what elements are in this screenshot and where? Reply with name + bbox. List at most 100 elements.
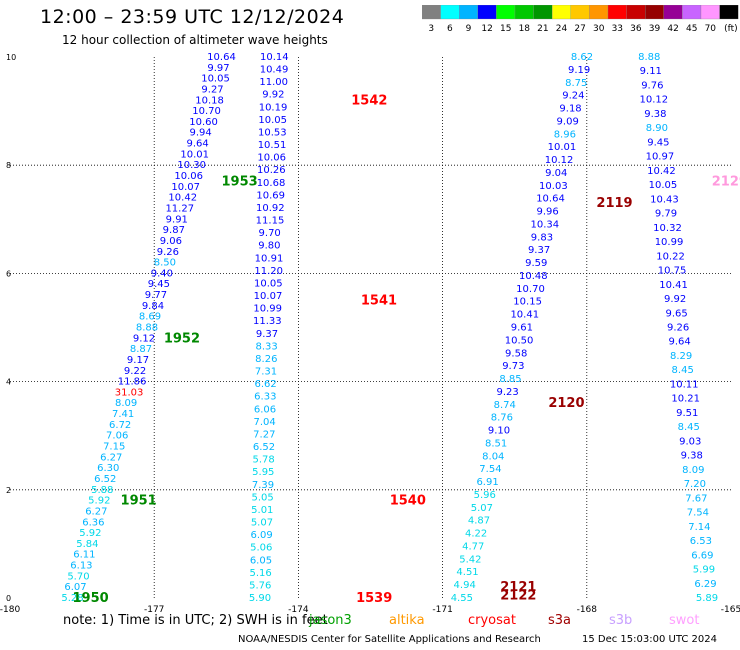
wave-height-value: 9.83 (531, 232, 553, 243)
wave-height-value: 9.23 (496, 387, 518, 398)
pass-time-label: 1952 (164, 331, 200, 346)
wave-height-value: 4.55 (451, 593, 473, 604)
wave-height-value: 9.80 (258, 241, 280, 252)
wave-height-value: 10.05 (258, 115, 287, 126)
wave-height-value: 8.90 (646, 123, 668, 134)
wave-height-value: 10.69 (256, 190, 285, 201)
legend-label: 42 (667, 24, 678, 34)
wave-height-value: 9.97 (207, 63, 229, 74)
wave-height-value: 5.92 (79, 528, 101, 539)
wave-height-value: 10.06 (257, 153, 286, 164)
wave-height-value: 10.22 (656, 251, 685, 262)
wave-height-value: 10.49 (260, 65, 289, 76)
wave-height-value: 10.68 (257, 178, 286, 189)
wave-height-value: 9.06 (160, 236, 182, 247)
wave-height-value: 10.15 (513, 297, 542, 308)
wave-height-value: 9.38 (644, 109, 666, 120)
wave-height-value: 10.05 (201, 74, 230, 85)
wave-height-value: 6.36 (82, 517, 104, 528)
wave-height-value: 10.97 (646, 152, 675, 163)
wave-height-value: 5.84 (76, 539, 98, 550)
wave-height-value: 10.92 (256, 203, 285, 214)
y-tick-label: 8 (6, 161, 11, 170)
wave-height-value: 9.91 (166, 214, 188, 225)
pass-time-label: 2122 (500, 588, 536, 603)
x-tick-label: -171 (432, 605, 452, 615)
wave-height-value: 9.79 (655, 209, 677, 220)
wave-height-value: 9.70 (259, 228, 281, 239)
wave-height-value: 10.64 (207, 52, 236, 63)
pass-time-label: 1539 (356, 591, 392, 606)
wave-height-value: 9.12 (133, 333, 155, 344)
wave-height-value: 6.91 (476, 477, 498, 488)
legend-swatch (719, 5, 739, 20)
wave-height-value: 8.50 (154, 258, 176, 269)
wave-height-value: 8.09 (682, 465, 704, 476)
wave-height-value: 7.39 (252, 480, 274, 491)
wave-height-value: 4.77 (462, 541, 484, 552)
wave-height-value: 11.27 (165, 203, 194, 214)
wave-height-value: 9.77 (145, 290, 167, 301)
wave-height-value: 8.87 (130, 344, 152, 355)
wave-height-value: 10.43 (650, 194, 679, 205)
footer-timestamp: 15 Dec 15:03:00 UTC 2024 (582, 634, 717, 645)
wave-height-value: 10.91 (255, 253, 284, 264)
wave-height-value: 9.61 (511, 323, 533, 334)
wave-height-value: 10.41 (510, 310, 539, 321)
wave-height-value: 6.06 (254, 404, 276, 415)
legend-label: 33 (612, 24, 623, 34)
wave-height-value: 9.45 (148, 279, 170, 290)
wave-height-value: 8.45 (672, 365, 694, 376)
wave-height-value: 8.76 (491, 413, 513, 424)
wave-height-value: 5.42 (459, 554, 481, 565)
wave-height-value: 10.01 (180, 149, 209, 160)
wave-height-value: 10.12 (640, 95, 669, 106)
wave-height-value: 11.00 (259, 77, 288, 88)
wave-height-value: 6.11 (73, 550, 95, 561)
legend-label: 39 (649, 24, 661, 34)
sat-label-altika: altika (389, 613, 425, 628)
wave-height-value: 9.84 (142, 301, 164, 312)
wave-height-value: 10.21 (671, 394, 700, 405)
x-tick-label: -180 (0, 605, 20, 615)
wave-height-value: 10.26 (257, 165, 286, 176)
wave-height-value: 10.42 (168, 193, 197, 204)
wave-height-value: 6.07 (64, 582, 86, 593)
wave-height-value: 4.51 (456, 567, 478, 578)
wave-height-value: 10.99 (655, 237, 684, 248)
sat-label-swot: swot (669, 613, 700, 628)
page-title: 12:00 – 23:59 UTC 12/12/2024 (40, 6, 345, 28)
wave-height-value: 7.15 (103, 442, 125, 453)
wave-height-value: 9.26 (667, 323, 689, 334)
pass-time-label: 2129 (712, 174, 740, 189)
wave-height-value: 11.33 (253, 316, 282, 327)
wave-height-value: 11.15 (256, 216, 285, 227)
wave-height-value: 5.78 (253, 455, 275, 466)
wave-height-value: 8.51 (485, 438, 507, 449)
legend-label: 12 (481, 24, 492, 34)
pass-time-label: 2119 (596, 196, 632, 211)
wave-height-value: 9.17 (127, 355, 149, 366)
wave-height-value: 5.05 (251, 492, 273, 503)
wave-height-value: 5.76 (249, 580, 271, 591)
wave-height-value: 9.51 (676, 408, 698, 419)
wave-height-value: 5.70 (67, 571, 89, 582)
legend-label: 6 (447, 24, 453, 34)
wave-height-value: 4.22 (465, 529, 487, 540)
wave-height-value: 6.69 (691, 550, 713, 561)
wave-height-value: 6.52 (94, 474, 116, 485)
wave-height-value: 10.03 (539, 181, 568, 192)
wave-height-value: 10.05 (254, 278, 283, 289)
page-subtitle: 12 hour collection of altimeter wave hei… (62, 33, 328, 47)
wave-height-value: 10.51 (258, 140, 287, 151)
legend-label: 18 (519, 24, 531, 34)
wave-height-value: 9.76 (641, 80, 663, 91)
wave-height-value: 10.06 (174, 171, 203, 182)
legend-label: 36 (630, 24, 642, 34)
wave-height-value: 9.26 (157, 247, 179, 258)
wave-height-value: 10.42 (647, 166, 676, 177)
wave-height-value: 5.92 (88, 496, 110, 507)
wave-height-value: 11.86 (118, 377, 147, 388)
wave-height-value: 8.75 (565, 78, 587, 89)
